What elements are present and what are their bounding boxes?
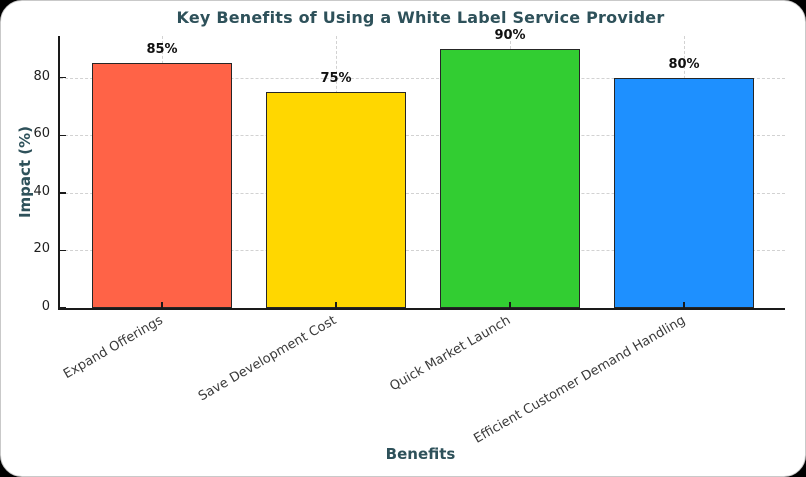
bar-value-label: 85% bbox=[146, 42, 178, 58]
y-tick-label: 60 bbox=[33, 126, 50, 142]
y-tick-mark bbox=[60, 134, 66, 137]
bar-1 bbox=[92, 63, 232, 308]
bar-value-label: 80% bbox=[668, 56, 700, 72]
y-gridline bbox=[60, 250, 785, 252]
y-tick-label: 0 bbox=[41, 299, 50, 314]
y-tick-label: 40 bbox=[33, 183, 50, 199]
x-tick-label: Expand Offerings bbox=[60, 313, 166, 383]
x-tick-mark bbox=[335, 302, 337, 308]
y-gridline bbox=[60, 192, 785, 194]
x-tick-label: Efficient Customer Demand Handling bbox=[470, 313, 688, 447]
bar-4 bbox=[614, 77, 754, 308]
y-tick-mark bbox=[60, 76, 66, 79]
y-tick-mark bbox=[60, 249, 66, 252]
chart-title: Key Benefits of Using a White Label Serv… bbox=[176, 8, 665, 27]
bar-2 bbox=[266, 92, 406, 308]
y-gridline bbox=[60, 135, 785, 137]
y-tick-label: 20 bbox=[33, 241, 50, 257]
bar-3 bbox=[440, 48, 580, 308]
x-tick-label: Save Development Cost bbox=[196, 313, 340, 405]
plot-area: 85% 75% 90% 80% bbox=[58, 28, 785, 310]
y-tick-mark bbox=[60, 307, 66, 309]
x-tick-label: Quick Market Launch bbox=[387, 313, 514, 395]
x-tick-mark bbox=[683, 302, 685, 308]
bar-value-label: 90% bbox=[494, 27, 526, 43]
x-tick-mark bbox=[509, 302, 511, 308]
bar-value-label: 75% bbox=[320, 71, 352, 87]
x-axis-label: Benefits bbox=[385, 445, 456, 463]
y-tick-mark bbox=[60, 192, 66, 194]
y-tick-label: 80 bbox=[33, 68, 50, 84]
y-gridline bbox=[60, 77, 785, 79]
x-tick-mark bbox=[161, 302, 163, 308]
